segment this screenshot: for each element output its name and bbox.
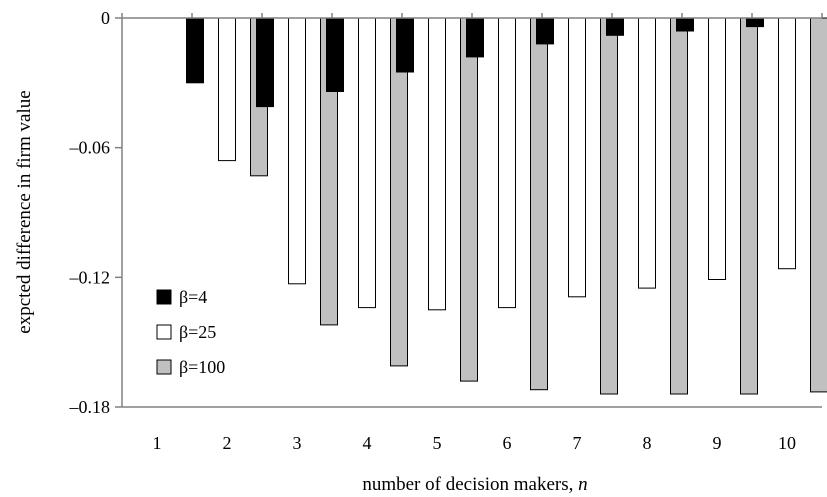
x-tick-label: 8 [643,433,652,453]
bar-series-1-cat-3 [256,17,274,108]
bar-series-2-cat-7 [568,17,586,298]
legend-swatch [156,324,172,340]
y-tick-label: –0.06 [69,138,111,158]
bar-series-3-cat-10 [810,17,827,393]
x-tick-label: 2 [223,433,232,453]
y-ticks: 0 –0.06 –0.12 –0.18 [69,8,122,417]
x-tick-label: 1 [153,433,162,453]
bar-series-3-cat-9 [740,17,758,395]
x-tick-label: 7 [573,433,582,453]
bar-series-3-cat-6 [530,17,548,391]
bar-series-1-cat-9 [676,17,694,32]
x-tick-label: 5 [433,433,442,453]
bar-series-2-cat-6 [498,17,516,309]
x-tick-label: 6 [503,433,512,453]
bar-series-2-cat-5 [428,17,446,311]
bar-series-3-cat-5 [460,17,478,382]
y-tick-label: 0 [101,8,110,28]
bar-series-2-cat-9 [708,17,726,280]
legend-label: β=4 [179,287,207,307]
legend: β=4 β=25 β=100 [156,287,225,377]
x-axis-label-text: number of decision makers, [362,474,578,495]
bar-series-2-cat-3 [288,17,306,285]
y-axis-label: expcted difference in firm value [14,90,35,333]
bar-series-3-cat-7 [600,17,618,395]
y-tick-label: –0.12 [69,267,111,287]
bar-series-2-cat-8 [638,17,656,289]
bar-series-2-cat-10 [778,17,796,270]
bar-series-1-cat-4 [326,17,344,92]
bar-series-1-cat-8 [606,17,624,36]
bar-series-1-cat-5 [396,17,414,73]
x-tick-label: 9 [713,433,722,453]
bars-layer [186,17,827,395]
legend-label: β=100 [179,357,225,377]
x-tick-label: 3 [293,433,302,453]
bar-series-3-cat-8 [670,17,688,395]
x-tick-label: 4 [363,433,372,453]
x-axis-label: number of decision makers, n [362,474,587,495]
legend-label: β=25 [179,322,216,342]
x-axis-label-var: n [578,474,588,495]
bar-series-1-cat-2 [186,17,204,84]
bar-series-1-cat-7 [536,17,554,45]
legend-swatch [156,289,172,305]
bar-series-2-cat-2 [218,17,236,162]
y-tick-label: –0.18 [69,397,111,417]
bar-series-2-cat-4 [358,17,376,309]
x-tick-label: 10 [778,433,796,453]
bar-series-1-cat-6 [466,17,484,58]
bar-series-1-cat-10 [746,17,764,28]
x-ticks: 1 2 3 4 5 6 7 8 9 10 [121,13,823,453]
legend-swatch [156,359,172,375]
